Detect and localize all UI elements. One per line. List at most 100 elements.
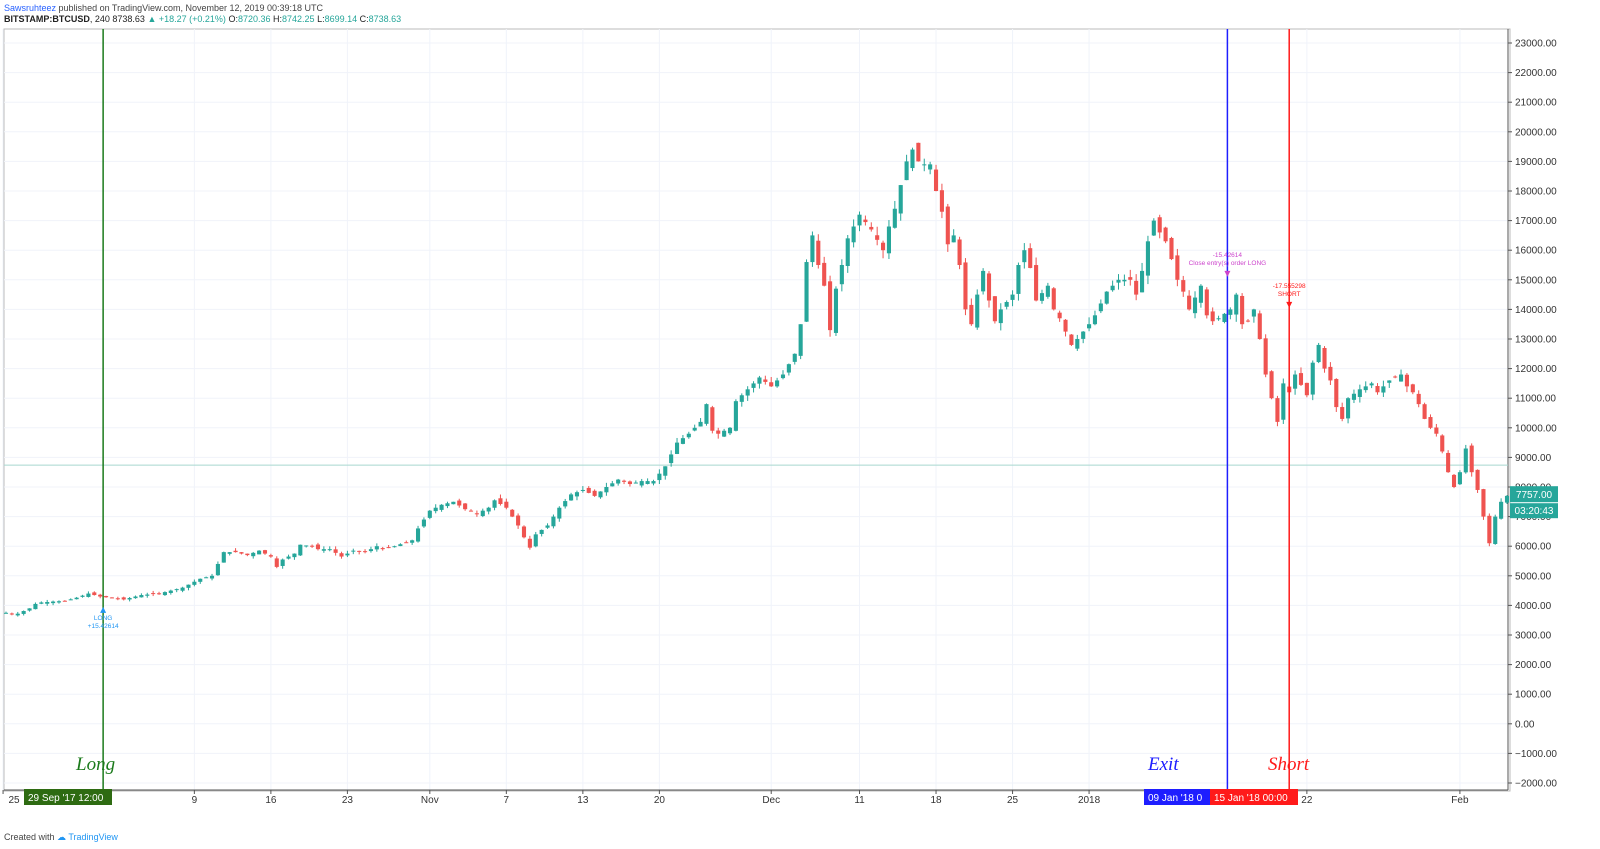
candle-body: [833, 288, 839, 333]
candle-body: [1139, 270, 1145, 293]
candle-body: [692, 427, 697, 431]
candle-body: [521, 526, 527, 538]
candle-body: [80, 595, 85, 597]
candle-body: [1069, 334, 1074, 345]
candle-body: [1381, 386, 1386, 393]
symbol-name: BITSTAMP:BTCUSD: [4, 14, 90, 24]
vertical-lines[interactable]: Long 29 Sep '17 12:00 Exit 09 Jan '18 0 Shor…: [24, 29, 1310, 805]
candle-body: [627, 481, 632, 485]
candle-body: [68, 599, 73, 601]
candle-body: [1340, 407, 1345, 419]
candle-body: [610, 483, 615, 487]
candle-body: [474, 513, 479, 515]
candle-body: [1075, 339, 1080, 349]
candle-body: [92, 592, 97, 596]
candle-body: [698, 421, 703, 427]
signal-text: +15.42614: [88, 623, 119, 630]
candle-body: [1275, 398, 1280, 422]
signal-text: Close entry(s) order LONG: [1189, 260, 1267, 267]
candle-body: [975, 294, 980, 328]
candle-body: [822, 262, 827, 286]
candle-body: [1416, 393, 1421, 405]
candle-body: [1116, 279, 1121, 283]
candle-body: [1298, 373, 1304, 385]
candle-body: [710, 407, 715, 431]
author-link[interactable]: Sawsruhteez: [4, 3, 57, 13]
candle-body: [315, 544, 321, 550]
candle-body: [674, 442, 680, 454]
candle-body: [933, 169, 939, 191]
tradingview-logo-icon[interactable]: ☁: [57, 832, 67, 842]
candle-body: [439, 504, 444, 510]
x-tick-label: Feb: [1451, 795, 1469, 806]
candle-body: [262, 550, 268, 554]
candle-body: [286, 556, 291, 559]
low-label: L:: [317, 14, 325, 24]
candle-body: [127, 598, 132, 600]
candle-body: [1481, 489, 1486, 517]
candle-body: [62, 600, 67, 602]
candle-body: [939, 190, 944, 212]
candle-body: [863, 219, 868, 223]
candle-body: [727, 427, 733, 434]
candle-body: [298, 544, 303, 556]
candle-body: [586, 487, 591, 493]
candle-body: [722, 430, 727, 437]
candle-body: [981, 270, 986, 292]
candle-body: [922, 164, 927, 166]
candle-body: [1087, 324, 1092, 329]
candle-body: [886, 226, 891, 254]
candle-body: [1328, 366, 1333, 381]
candle-body: [51, 601, 56, 604]
y-tick-label: 21000.00: [1515, 98, 1557, 109]
candle-body: [209, 575, 215, 579]
candle-body: [1175, 255, 1180, 280]
last-price: 8738.63: [112, 14, 145, 24]
candle-body: [875, 235, 880, 240]
candle-body: [527, 538, 532, 548]
x-tick-label: Nov: [421, 795, 439, 806]
candles: [3, 142, 1510, 617]
candle-body: [510, 509, 515, 517]
tradingview-brand[interactable]: TradingView: [68, 832, 118, 842]
candle-body: [1293, 374, 1298, 389]
candle-body: [186, 584, 191, 588]
candle-body: [1039, 293, 1045, 301]
y-tick-label: 6000.00: [1515, 542, 1552, 553]
candle-body: [1145, 241, 1150, 276]
candle-body: [1398, 374, 1404, 382]
footer: Created with ☁ TradingView: [4, 832, 118, 843]
candle-body: [798, 324, 803, 356]
x-tick-label: 7: [504, 795, 510, 806]
candle-body: [486, 507, 491, 512]
candle-body: [1428, 417, 1433, 428]
y-tick-label: 10000.00: [1515, 423, 1557, 434]
candle-body: [986, 273, 992, 301]
candle-body: [115, 598, 120, 600]
candle-body: [751, 383, 756, 388]
close-label: C:: [359, 14, 369, 24]
candle-body: [245, 553, 250, 556]
candle-body: [1316, 344, 1321, 363]
candle-body: [1163, 227, 1168, 242]
candle-body: [745, 389, 750, 396]
short-date-tag: [1210, 789, 1298, 805]
candle-body: [945, 206, 950, 245]
candle-body: [1451, 474, 1457, 487]
candle-body: [869, 226, 874, 230]
candle-body: [374, 546, 379, 550]
price-change: ▲ +18.27 (+0.21%): [147, 14, 226, 24]
candle-body: [733, 401, 738, 431]
candle-body: [151, 593, 156, 595]
candle-body: [457, 500, 462, 506]
candle-body: [268, 555, 273, 557]
candle-body: [1122, 279, 1127, 282]
x-tick-label: 13: [577, 795, 589, 806]
candle-body: [633, 482, 638, 484]
candle-body: [816, 240, 821, 265]
candle-body: [1493, 516, 1498, 544]
candle-body: [804, 262, 809, 322]
candle-body: [368, 549, 374, 552]
y-tick-label: 19000.00: [1515, 157, 1557, 168]
